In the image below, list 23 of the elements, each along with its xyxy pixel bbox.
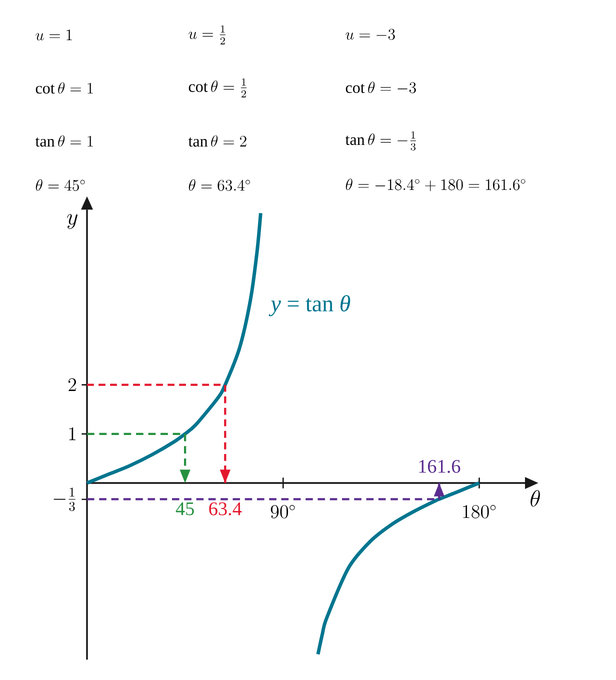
annotation: 63.4 (209, 502, 242, 516)
annotation: 161.6 (419, 460, 460, 473)
text: $\tan\theta = 2$ (188, 135, 246, 147)
text: $u = -3$ (346, 28, 395, 40)
text: $\tan\theta = -\frac{1}{3}$ (345, 131, 416, 151)
annotation: 45 (176, 502, 194, 516)
series-label: y = tan θ (268, 295, 350, 316)
text: $\tan\theta = 1$ (35, 135, 93, 147)
text: $\cot\theta = -3$ (346, 82, 416, 94)
text: $\theta = -18.4^\circ + 180 = 161.6^\circ$ (346, 178, 526, 192)
y-tick-label: $1$ (69, 427, 76, 440)
y-tick-label: $-\frac{1}{3}$ (54, 488, 76, 512)
x-tick-label: $90^\circ$ (270, 505, 295, 518)
text: $\theta = 63.4^\circ$ (188, 179, 250, 191)
y-axis-title: $y$ (67, 214, 78, 229)
text: $\cot\theta = \frac{1}{2}$ (188, 78, 247, 98)
text: $\theta = 45^\circ$ (36, 179, 85, 191)
x-axis-title: $\theta$ (530, 490, 540, 507)
text: $u = \frac{1}{2}$ (188, 25, 226, 44)
text: $u = 1$ (36, 30, 72, 40)
y-tick-label: $2$ (68, 378, 76, 392)
text: $\cot\theta = 1$ (36, 82, 93, 94)
x-tick-label: $180^\circ$ (463, 505, 496, 518)
